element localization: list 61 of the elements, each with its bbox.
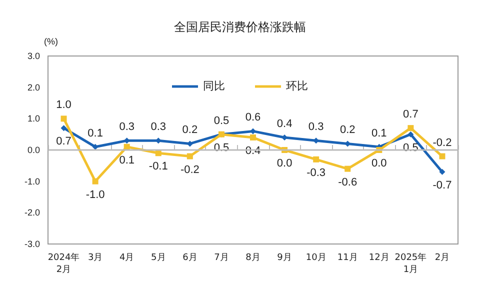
- data-label: 0.6: [245, 112, 261, 124]
- point: [439, 153, 446, 160]
- data-label: 0.1: [88, 127, 103, 140]
- data-label: -0.1: [148, 160, 168, 173]
- y-tick-label: -2.0: [24, 208, 40, 218]
- y-tick-label: 0.0: [27, 145, 40, 155]
- data-label: 0.1: [372, 127, 387, 140]
- data-label: -0.7: [432, 179, 452, 192]
- chart-title: 全国居民消费价格涨跌幅: [174, 20, 306, 34]
- data-label: 0.7: [403, 108, 418, 121]
- point: [408, 131, 414, 138]
- point: [60, 116, 67, 122]
- data-label: 1.0: [56, 99, 72, 112]
- data-label: 0.0: [276, 158, 292, 170]
- x-tick-label: 3月: [88, 253, 103, 263]
- data-label: 0.2: [182, 124, 198, 136]
- data-label: 0.0: [372, 158, 387, 170]
- data-label: 0.3: [308, 121, 324, 134]
- x-tick-label: 6月: [182, 253, 198, 263]
- x-tick-label: 5月: [151, 253, 166, 263]
- data-label: -1.0: [86, 188, 105, 201]
- y-axis-title: (%): [44, 36, 58, 46]
- point: [92, 178, 98, 184]
- y-tick-label: -1.0: [24, 176, 40, 186]
- legend-label: 环比: [286, 80, 308, 92]
- point: [250, 128, 256, 134]
- x-tick-label: 2025年 1月: [394, 252, 427, 275]
- point: [439, 168, 446, 175]
- data-label: 0.3: [150, 121, 166, 134]
- legend-label: 同比: [203, 80, 225, 92]
- data-label: -0.3: [306, 166, 326, 179]
- data-label: 0.5: [214, 114, 230, 127]
- data-label: 0.4: [276, 118, 292, 130]
- x-tick-label: 8月: [246, 253, 260, 263]
- point: [344, 166, 351, 172]
- y-tick-label: 3.0: [27, 51, 40, 61]
- point: [250, 134, 256, 140]
- point: [313, 156, 320, 162]
- y-tick-label: 1.0: [27, 114, 40, 124]
- data-label: 0.7: [56, 136, 72, 148]
- x-tick-label: 11月: [337, 253, 358, 263]
- point: [186, 153, 193, 160]
- x-tick-label: 12月: [368, 253, 390, 263]
- data-label: 0.3: [119, 121, 134, 134]
- point: [92, 144, 98, 150]
- x-tick-label: 4月: [119, 253, 134, 263]
- x-tick-label: 2月: [434, 253, 450, 263]
- data-label: -0.2: [180, 164, 200, 176]
- point: [124, 144, 130, 150]
- x-tick-label: 10月: [306, 253, 326, 263]
- y-tick-label: -3.0: [24, 239, 40, 249]
- y-tick-label: 2.0: [27, 82, 40, 92]
- point: [60, 125, 67, 132]
- x-tick-label: 9月: [277, 253, 292, 263]
- data-label: -0.6: [338, 176, 358, 188]
- x-tick-label: 7月: [214, 253, 229, 263]
- data-label: 0.1: [119, 154, 134, 166]
- x-tick-label: 2024年 2月: [48, 252, 80, 275]
- point: [408, 125, 414, 132]
- data-label: -0.2: [432, 136, 452, 149]
- data-label: 0.2: [340, 124, 356, 136]
